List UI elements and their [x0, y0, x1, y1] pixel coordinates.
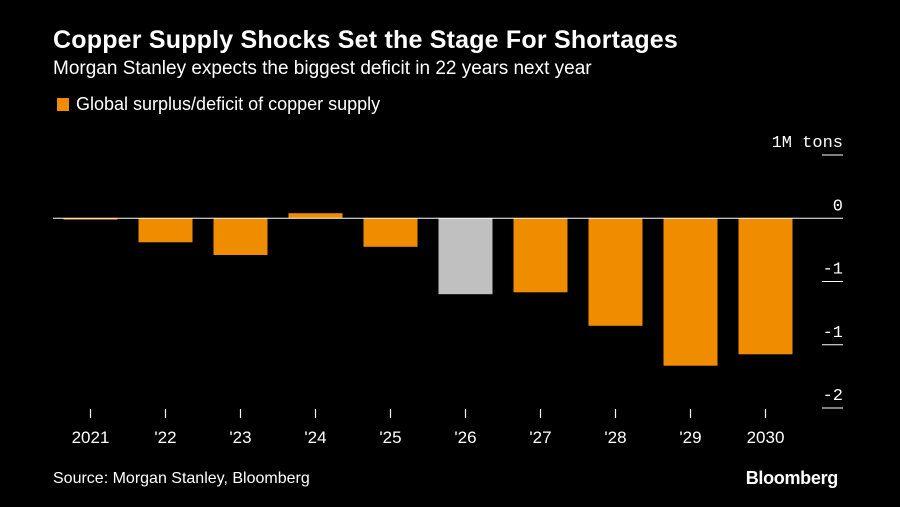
bar-24 [288, 213, 343, 219]
chart-title: Copper Supply Shocks Set the Stage For S… [53, 26, 678, 54]
x-tick-label: '25 [379, 428, 401, 447]
chart-subtitle: Morgan Stanley expects the biggest defic… [53, 58, 592, 79]
bar-2021 [63, 218, 118, 220]
x-tick-label: '26 [454, 428, 476, 447]
y-tick-label: -1 [823, 324, 843, 343]
bloomberg-logo: Bloomberg [745, 468, 839, 488]
bar-2030 [738, 218, 793, 355]
bar-25 [363, 218, 418, 247]
bar-23 [213, 218, 268, 255]
legend-swatch [57, 98, 69, 111]
x-tick-label: 2030 [747, 428, 785, 447]
x-tick-label: '27 [529, 428, 551, 447]
x-tick-label: '23 [229, 428, 251, 447]
y-tick-label: -1 [823, 261, 843, 280]
x-tick-label: 2021 [72, 428, 110, 447]
bars-group [63, 213, 793, 366]
x-tick-label: '24 [304, 428, 326, 447]
y-axis: 1M tons 0 -1 -1 -2 [772, 134, 843, 409]
x-tick-label: '29 [679, 428, 701, 447]
bar-29 [663, 218, 718, 366]
bar-27 [513, 218, 568, 293]
y-tick-label: -2 [823, 387, 843, 406]
x-tick-label: '22 [154, 428, 176, 447]
bar-26 [438, 218, 493, 295]
legend-label: Global surplus/deficit of copper supply [76, 94, 381, 114]
source-note: Source: Morgan Stanley, Bloomberg [53, 470, 310, 487]
y-tick-label: 1M tons [772, 134, 843, 153]
x-tick-label: '28 [604, 428, 626, 447]
y-tick-label: 0 [833, 197, 843, 216]
legend: Global surplus/deficit of copper supply [57, 94, 380, 115]
x-axis: 2021 '22 '23 '24 '25 '26 '27 '28 '29 2030 [72, 409, 785, 447]
bar-28 [588, 218, 643, 326]
bar-22 [138, 218, 193, 243]
